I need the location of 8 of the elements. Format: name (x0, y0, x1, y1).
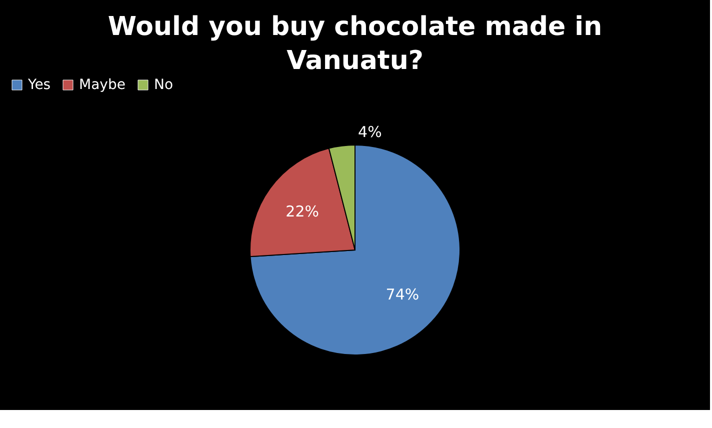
legend-label: Maybe (79, 77, 126, 93)
pie-slice (250, 144, 460, 356)
legend-label: No (154, 77, 174, 93)
data-label: 4% (358, 122, 382, 141)
data-label: 74% (386, 286, 420, 304)
data-label: 22% (286, 202, 320, 221)
chart-title: Would you buy chocolate made in Vanuatu? (108, 12, 602, 76)
legend-label: Yes (27, 77, 51, 93)
